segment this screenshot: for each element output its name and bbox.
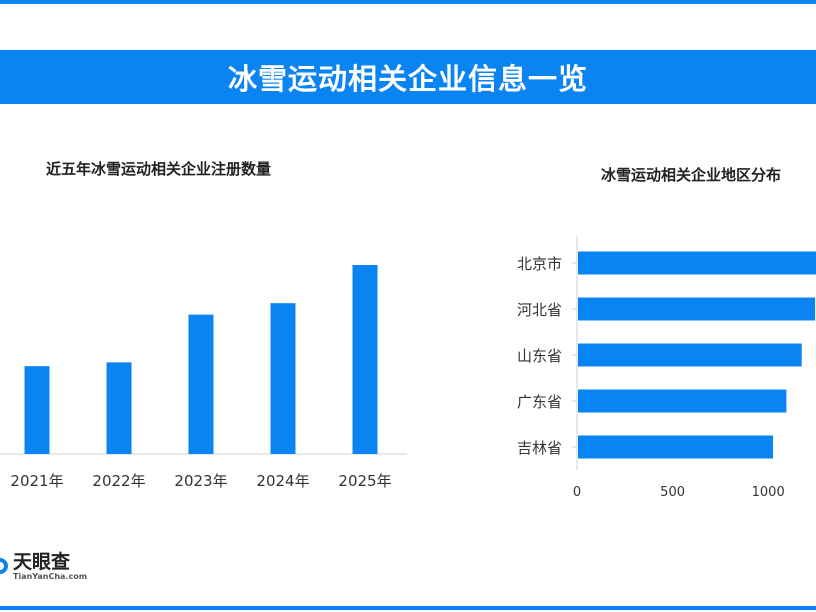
x-tick-label: 2025年 xyxy=(338,472,391,490)
bar-2025年 xyxy=(352,265,378,454)
x-tick-label: 2022年 xyxy=(92,472,145,490)
bar-2021年 xyxy=(24,366,50,454)
bar-2024年 xyxy=(270,303,296,454)
tianyancha-logo-icon xyxy=(0,558,8,574)
horizontal-bar-chart-title: 冰雪运动相关企业地区分布 xyxy=(601,166,782,184)
y-tick-label: 河北省 xyxy=(517,301,562,319)
x-tick-label: 2024年 xyxy=(256,472,309,490)
bar-吉林省 xyxy=(578,435,774,459)
bar-河北省 xyxy=(578,297,816,321)
x-tick-label: 500 xyxy=(660,485,685,500)
logo-name: 天眼查 xyxy=(13,550,71,573)
page-title-banner: 冰雪运动相关企业信息一览 xyxy=(0,50,816,104)
x-tick-label: 2021年 xyxy=(10,472,63,490)
y-tick-label: 山东省 xyxy=(517,347,562,365)
y-tick-label: 广东省 xyxy=(517,393,562,411)
top-rule xyxy=(0,0,816,4)
page-title: 冰雪运动相关企业信息一览 xyxy=(227,62,588,96)
bar-山东省 xyxy=(578,343,802,367)
registrations-bar-chart: 2021年 2022年 2023年 2024年 2025年 xyxy=(0,265,407,490)
x-tick-label: 2023年 xyxy=(174,472,227,490)
bar-北京市 xyxy=(578,251,816,275)
logo-domain: TianYanCha.com xyxy=(13,571,88,581)
bar-广东省 xyxy=(578,389,787,413)
x-tick-label: 0 xyxy=(573,485,581,500)
bottom-rule xyxy=(0,606,816,610)
y-tick-label: 北京市 xyxy=(517,255,562,273)
x-tick-label: 1000 xyxy=(752,485,785,500)
bar-chart-title: 近五年冰雪运动相关企业注册数量 xyxy=(46,160,272,178)
bar-2022年 xyxy=(106,362,132,454)
bar-2023年 xyxy=(188,314,214,454)
tianyancha-logo: 天眼查 TianYanCha.com xyxy=(0,550,87,582)
y-tick-label: 吉林省 xyxy=(517,439,562,457)
